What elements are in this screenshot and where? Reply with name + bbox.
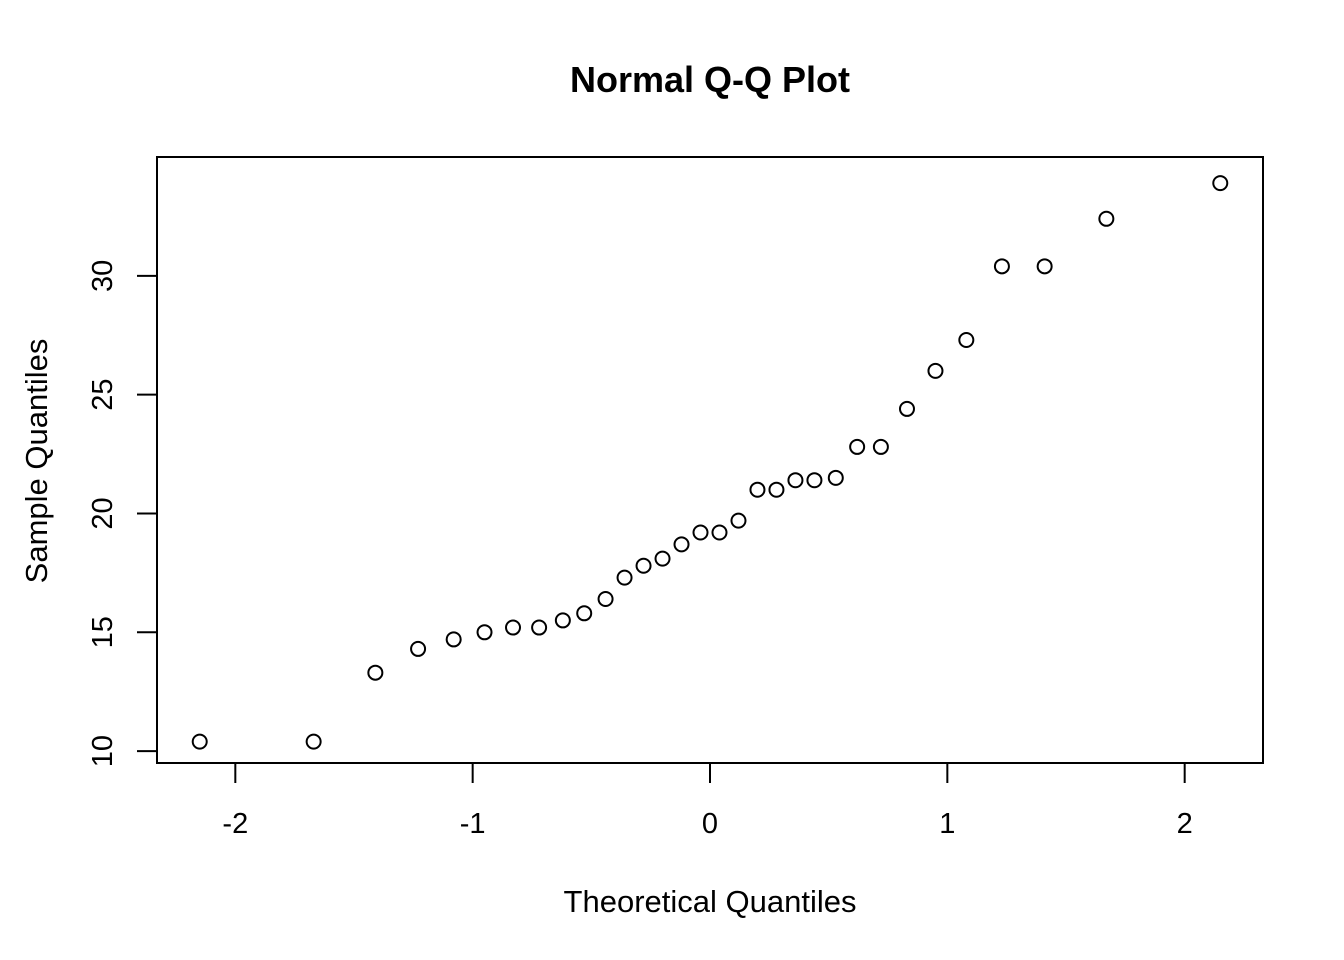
data-point [768, 481, 785, 498]
data-point [673, 536, 690, 553]
data-point [711, 524, 728, 541]
y-tick-label: 30 [87, 260, 119, 292]
data-point [993, 258, 1010, 275]
data-point [787, 472, 804, 489]
data-point [305, 733, 322, 750]
x-tick-label: 0 [702, 808, 718, 840]
data-point [898, 400, 915, 417]
x-tick-label: -1 [460, 808, 486, 840]
data-point [531, 619, 548, 636]
y-axis-label: Sample Quantiles [19, 339, 54, 584]
plot-frame [156, 156, 1264, 764]
data-point [554, 612, 571, 629]
data-point [1036, 258, 1053, 275]
data-point [635, 557, 652, 574]
x-tick-label: 2 [1177, 808, 1193, 840]
data-point [445, 631, 462, 648]
x-tick-label: -2 [222, 808, 248, 840]
y-tick-label: 20 [87, 497, 119, 529]
data-point [872, 438, 889, 455]
data-point [806, 472, 823, 489]
y-tick-label: 15 [87, 616, 119, 648]
data-points [191, 175, 1229, 750]
chart-title: Normal Q-Q Plot [570, 59, 850, 100]
data-point [1212, 175, 1229, 192]
x-tick-label: 1 [939, 808, 955, 840]
data-point [849, 438, 866, 455]
data-point [616, 569, 633, 586]
data-point [505, 619, 522, 636]
data-point [476, 624, 493, 641]
data-point [191, 733, 208, 750]
data-point [827, 469, 844, 486]
y-axis: 10 15 20 25 30 [87, 260, 157, 767]
data-point [654, 550, 671, 567]
data-point [597, 591, 614, 608]
y-tick-label: 10 [87, 735, 119, 767]
data-point [367, 664, 384, 681]
data-point [410, 640, 427, 657]
x-axis: -2 -1 0 1 2 [222, 763, 1193, 840]
data-point [749, 481, 766, 498]
data-point [692, 524, 709, 541]
data-point [958, 331, 975, 348]
data-point [730, 512, 747, 529]
data-point [576, 605, 593, 622]
data-point [927, 362, 944, 379]
data-point [1098, 210, 1115, 227]
y-tick-label: 25 [87, 379, 119, 411]
x-axis-label: Theoretical Quantiles [564, 884, 857, 919]
